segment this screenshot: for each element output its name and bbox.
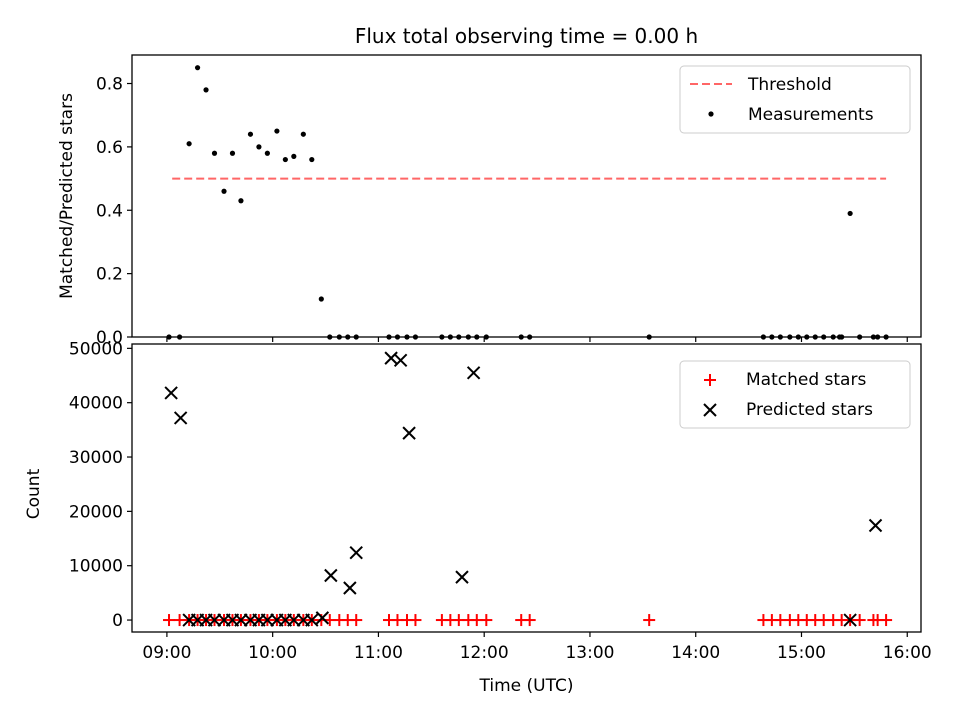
predicted-star-point bbox=[234, 613, 248, 627]
predicted-star-point bbox=[287, 613, 301, 627]
y-tick-label: 30000 bbox=[69, 448, 123, 468]
predicted-star-point bbox=[164, 386, 178, 400]
predicted-star-point bbox=[207, 613, 222, 627]
bottom-panel: 09:00 10:00 11:00 12:00 13:00 14:00 15:00 16:00… bbox=[24, 339, 932, 696]
threshold-legend-label: Threshold bbox=[747, 75, 832, 95]
matched-star-point bbox=[163, 614, 176, 627]
predicted-star-point bbox=[305, 613, 319, 627]
measurement-point bbox=[291, 153, 297, 159]
predicted-star-point bbox=[393, 353, 408, 368]
measurement-point bbox=[264, 150, 270, 156]
measurement-point bbox=[194, 65, 201, 71]
measurement-point bbox=[847, 210, 853, 217]
bottom-marks bbox=[163, 351, 893, 627]
x-tick-label: 14:00 bbox=[671, 643, 720, 663]
predicted-legend-swatch bbox=[703, 403, 717, 417]
x-tick-label: 11:00 bbox=[354, 643, 403, 663]
predicted-star-point bbox=[349, 545, 363, 560]
matched-legend-label: Matched stars bbox=[746, 370, 866, 390]
y-tick-label: 50000 bbox=[69, 339, 123, 359]
measurement-point bbox=[318, 296, 324, 302]
matched-star-point bbox=[523, 614, 536, 627]
top-plot-frame bbox=[131, 54, 922, 338]
matched-star-point bbox=[880, 614, 893, 627]
measurement-point bbox=[309, 156, 315, 163]
measurement-point bbox=[256, 144, 262, 150]
measurement-point bbox=[211, 150, 218, 156]
matched-star-point bbox=[350, 614, 363, 627]
measurement-point bbox=[203, 87, 209, 93]
measurement-point bbox=[300, 131, 306, 137]
bottom-ticks: 09:00 10:00 11:00 12:00 13:00 14:00 15:00 16:00… bbox=[69, 339, 932, 663]
predicted-star-point bbox=[324, 568, 338, 583]
matched-legend-swatch bbox=[704, 374, 716, 386]
y-tick-label: 0.2 bbox=[96, 265, 123, 285]
x-tick-label: 10:00 bbox=[248, 643, 297, 663]
measurement-point bbox=[282, 156, 288, 163]
y-tick-label: 0.0 bbox=[96, 328, 123, 348]
y-tick-label: 10000 bbox=[69, 557, 123, 577]
bottom-legend: Matched stars Predicted stars bbox=[679, 360, 911, 429]
top-legend: Threshold Measurements bbox=[679, 65, 911, 134]
measurement-point bbox=[274, 128, 280, 134]
predicted-star-point bbox=[402, 426, 416, 440]
top-ticks: 0.0 0.2 0.4 0.6 0.8 bbox=[96, 75, 908, 348]
top-legend-box bbox=[679, 65, 911, 134]
predicted-star-point bbox=[868, 518, 883, 533]
y-tick-label: 0.4 bbox=[96, 201, 123, 221]
predicted-star-point bbox=[466, 366, 481, 380]
matched-star-point bbox=[480, 614, 493, 627]
matched-star-point bbox=[853, 614, 866, 627]
bottom-ylabel: Count bbox=[24, 468, 44, 519]
top-chart-title: Flux total observing time = 0.00 h bbox=[355, 24, 698, 48]
bottom-plot-frame bbox=[131, 343, 922, 633]
matched-star-point bbox=[409, 614, 422, 627]
measurements-legend-label: Measurements bbox=[748, 105, 874, 125]
x-tick-label: 13:00 bbox=[565, 643, 614, 663]
measurement-point bbox=[229, 150, 236, 156]
predicted-legend-label: Predicted stars bbox=[746, 400, 873, 420]
bottom-xlabel: Time (UTC) bbox=[479, 676, 574, 696]
y-tick-label: 0.8 bbox=[96, 75, 123, 95]
y-tick-label: 20000 bbox=[69, 502, 123, 522]
predicted-star-point bbox=[455, 570, 469, 584]
bottom-legend-box bbox=[679, 360, 911, 429]
predicted-star-point bbox=[260, 613, 275, 627]
x-tick-label: 09:00 bbox=[142, 643, 191, 663]
measurement-point bbox=[238, 198, 244, 204]
y-tick-label: 0.6 bbox=[96, 138, 123, 158]
matched-star-point bbox=[643, 614, 656, 627]
measurement-point bbox=[186, 141, 192, 147]
y-tick-label: 40000 bbox=[69, 394, 123, 414]
measurement-point bbox=[247, 131, 254, 137]
y-tick-label: 0 bbox=[112, 611, 123, 631]
x-tick-label: 12:00 bbox=[460, 643, 509, 663]
x-tick-label: 16:00 bbox=[883, 643, 932, 663]
measurement-point bbox=[221, 188, 227, 194]
measurements-legend-swatch bbox=[708, 111, 714, 117]
top-panel: 0.00.20.40.60.8 Matched/Predicted stars … bbox=[57, 54, 922, 348]
predicted-star-point bbox=[343, 581, 357, 595]
predicted-star-point bbox=[173, 411, 188, 425]
x-tick-label: 15:00 bbox=[777, 643, 826, 663]
top-ylabel: Matched/Predicted stars bbox=[57, 93, 77, 299]
predicted-star-point bbox=[315, 611, 330, 625]
predicted-star-point bbox=[843, 613, 857, 627]
